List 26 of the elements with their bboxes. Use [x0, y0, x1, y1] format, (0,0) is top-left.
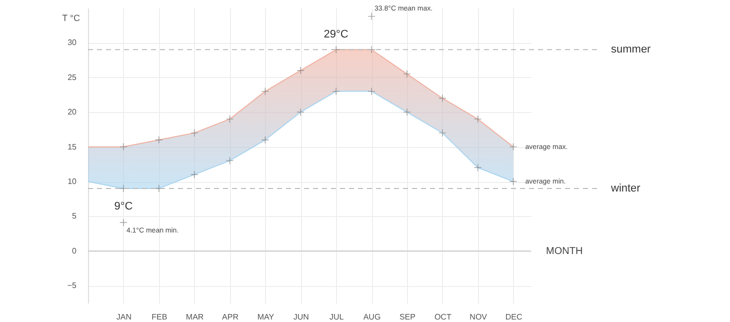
x-tick-label: JUN [293, 312, 310, 322]
x-tick-label: APR [222, 312, 239, 322]
x-tick-label: JUL [329, 312, 344, 322]
x-tick-label: JAN [116, 312, 132, 322]
y-axis-title: T °C [62, 13, 80, 23]
x-tick-label: NOV [470, 312, 488, 322]
y-tick-label: 30 [68, 38, 78, 48]
annotation: 9°C [114, 200, 133, 212]
x-tick-label: FEB [152, 312, 168, 322]
x-tick-label: OCT [434, 312, 452, 322]
y-tick-label: 15 [68, 142, 78, 152]
x-tick-label: AUG [363, 312, 381, 322]
ref-line-label: summer [611, 44, 652, 56]
x-tick-label: MAR [186, 312, 204, 322]
x-axis-title: MONTH [546, 246, 583, 257]
y-tick-label: 0 [72, 246, 78, 256]
y-tick-label: 10 [68, 177, 78, 186]
y-tick-label: 25 [68, 72, 78, 82]
y-tick-label: 20 [68, 108, 78, 117]
ref-line-label: winter [610, 182, 641, 194]
x-tick-label: MAY [257, 312, 275, 322]
x-tick-label: DEC [505, 312, 522, 322]
y-tick-label: 5 [72, 212, 78, 221]
annotation: 29°C [324, 28, 348, 41]
y-tick-label: −5 [67, 281, 78, 290]
x-tick-label: SEP [399, 312, 416, 322]
